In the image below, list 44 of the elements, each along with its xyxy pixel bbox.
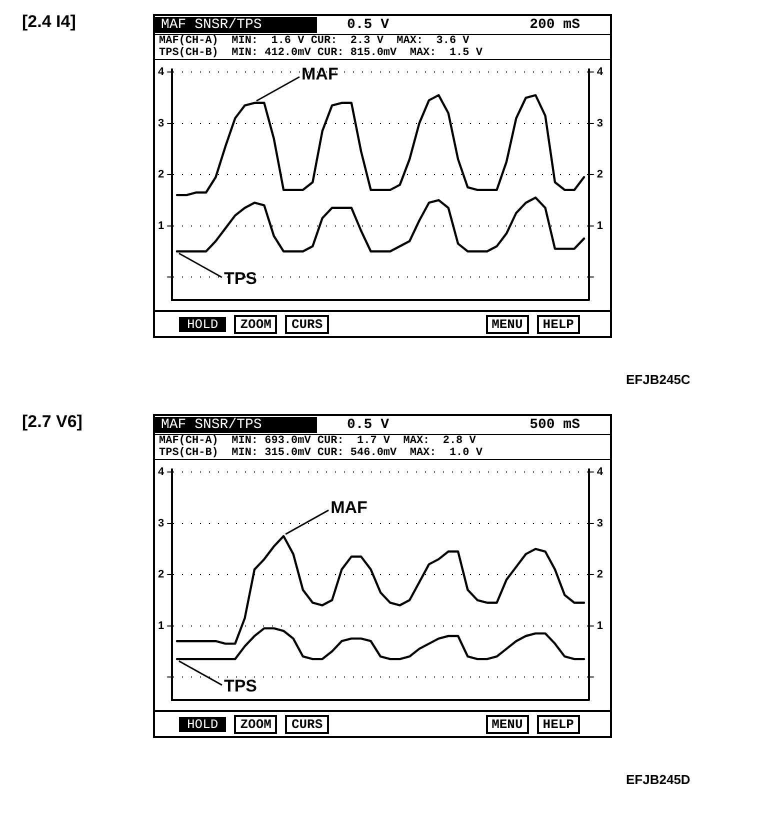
text: MAF(CH-A) MIN: 1.6 V CUR: 2.3 V MAX: 3.6 V <box>158 35 470 47</box>
series-label: TPS <box>224 676 258 696</box>
text: 0.5 V <box>347 417 390 433</box>
text: ZOOM <box>234 714 278 734</box>
chart-title: [2.7 V6] <box>22 412 82 432</box>
y-tick-label: 2 <box>158 168 164 181</box>
y-tick-label: 3 <box>158 117 164 130</box>
text: 0.5 V <box>347 17 390 33</box>
y-tick-label: 4 <box>158 466 165 478</box>
text: MAF SNSR/TPS <box>155 417 317 433</box>
text: 200 mS <box>530 17 580 33</box>
text: CURS <box>285 314 329 334</box>
text: 500 mS <box>530 417 580 433</box>
text: EFJB245C <box>626 372 690 387</box>
y-tick-label: 1 <box>158 620 164 632</box>
y2-tick-label: 2 <box>596 168 604 181</box>
y2-tick-label: 1 <box>596 220 604 232</box>
y2-tick-label: 3 <box>596 117 604 130</box>
y2-tick-label: 4 <box>596 466 604 478</box>
y2-tick-label: 2 <box>596 568 604 581</box>
y-tick-label: 4 <box>158 66 165 78</box>
y-tick-label: 1 <box>158 220 164 232</box>
series-label: TPS <box>224 269 258 288</box>
text: TPS(CH-B) MIN: 412.0mV CUR: 815.0mV MAX: 1.5 V <box>155 47 610 60</box>
text: HOLD <box>179 316 226 332</box>
text: MAF <box>330 498 368 517</box>
text: ZOOM <box>234 314 278 334</box>
y2-tick-label: 3 <box>596 517 604 530</box>
text: MAF SNSR/TPS <box>155 17 317 33</box>
chart-title: [2.4 I4] <box>22 12 76 32</box>
text: HOLD <box>179 716 226 732</box>
text: EFJB245D <box>626 772 690 787</box>
y-tick-label: 3 <box>158 517 164 530</box>
text: HELP <box>536 714 580 734</box>
text: MENU <box>486 314 529 334</box>
text: HELP <box>536 314 580 334</box>
y2-tick-label: 1 <box>596 620 604 632</box>
y2-tick-label: 4 <box>596 66 604 78</box>
text: MAF(CH-A) MIN: 693.0mV CUR: 1.7 V MAX: 2.8 V <box>158 435 477 447</box>
y-tick-label: 2 <box>158 568 164 581</box>
series-label: MAF <box>302 64 338 84</box>
text: TPS(CH-B) MIN: 315.0mV CUR: 546.0mV MAX: 1.0 V <box>155 447 610 460</box>
text: MENU <box>486 714 529 734</box>
text: CURS <box>285 714 329 734</box>
